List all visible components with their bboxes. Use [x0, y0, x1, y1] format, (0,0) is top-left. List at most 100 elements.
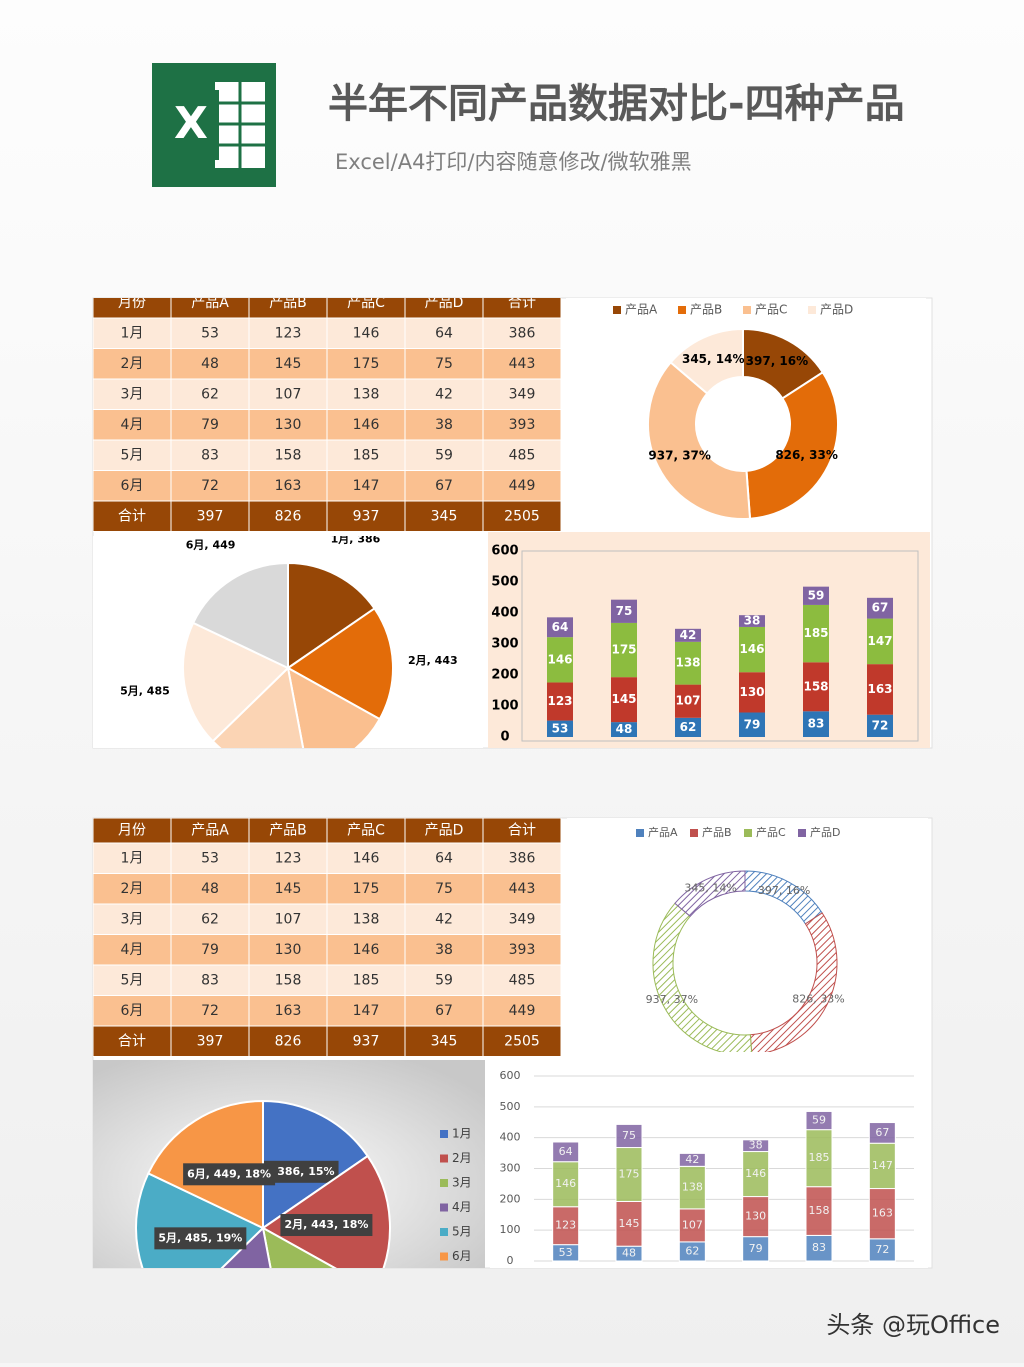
bar-segment [739, 712, 765, 737]
table-cell [93, 842, 172, 874]
bar-segment [805, 1186, 833, 1236]
legend-swatch [744, 829, 752, 837]
data-label: 158 [803, 679, 828, 693]
cell-text: 146 [353, 325, 380, 341]
cell-text: 79 [201, 417, 219, 433]
data-label: 75 [622, 1129, 636, 1142]
data-label: 146 [745, 1167, 766, 1180]
cell-text: 147 [353, 1003, 380, 1019]
table-cell [93, 317, 172, 349]
data-label: 2月, 443, 18% [284, 1218, 368, 1231]
cell-text: 62 [201, 386, 219, 402]
table-cell [93, 964, 172, 996]
data-label: 67 [872, 601, 889, 615]
slice [286, 666, 382, 748]
table-cell [482, 995, 562, 1027]
table-cell [248, 964, 328, 996]
data-label: 72 [872, 718, 889, 732]
table-cell [404, 964, 484, 996]
cell-text: 3月 [121, 386, 144, 402]
table-cell [93, 439, 172, 471]
cell-text: 107 [275, 386, 302, 402]
table-cell [326, 903, 406, 935]
table-cell [248, 348, 328, 380]
slice [182, 621, 290, 743]
bar-segment [803, 711, 829, 737]
bar-segment [678, 1152, 706, 1167]
slice [745, 370, 839, 520]
data-label: 79 [749, 1242, 763, 1255]
cell-text: 53 [201, 325, 219, 341]
data-label: 175 [619, 1168, 640, 1181]
data-label: 158 [809, 1204, 830, 1217]
total-text: 937 [353, 1033, 380, 1049]
y-tick-label: 200 [491, 668, 518, 683]
legend-swatch [690, 829, 698, 837]
data-label: 185 [803, 626, 828, 640]
bar-segment [742, 1139, 770, 1153]
cell-text: 386 [509, 850, 536, 866]
legend-swatch [440, 1203, 448, 1212]
total-text: 826 [275, 1033, 302, 1049]
total-text: 345 [431, 1033, 458, 1049]
table-cell [482, 842, 562, 874]
cell-text: 158 [275, 447, 302, 463]
bar-segment [739, 672, 765, 713]
data-label: 123 [547, 694, 572, 708]
total-text: 2505 [504, 508, 540, 524]
y-tick-label: 600 [500, 1069, 521, 1082]
total-cell [93, 500, 172, 532]
data-label: 147 [867, 634, 892, 648]
data-label: 59 [808, 588, 825, 602]
data-label: 48 [622, 1247, 636, 1260]
column-header: 产品A [191, 823, 229, 839]
bar-segment [611, 722, 637, 737]
bar-segment [868, 1188, 896, 1240]
legend-label: 产品B [702, 825, 732, 839]
page-title: 半年不同产品数据对比-四种产品 [328, 81, 905, 127]
cell-text: 6月 [121, 478, 144, 494]
data-label: 79 [744, 717, 761, 731]
table-cell [404, 378, 484, 410]
total-text: 345 [431, 508, 458, 524]
chart-box: 月份 产品A 产品B 产品C 产品D 合计 1月 53 123 146 64 386 2月 48 145 17… [93, 818, 562, 1057]
watermark: 头条 @玩Office [826, 1311, 1000, 1339]
cell-text: 393 [509, 942, 536, 958]
table-cell [93, 995, 172, 1027]
data-label: 138 [675, 656, 700, 670]
label-box [280, 1214, 373, 1237]
legend-label: 产品C [756, 825, 786, 839]
bar-segment [552, 1206, 580, 1246]
cell-text: 3月 [121, 911, 144, 927]
data-label: 138 [682, 1181, 703, 1194]
data-label: 6月, 449 [186, 538, 236, 551]
total-cell [404, 500, 484, 532]
cell-text: 67 [435, 478, 453, 494]
table-cell [170, 842, 250, 874]
data-label: 145 [611, 692, 636, 706]
bar-segment [805, 1110, 833, 1131]
logo-letter: X [174, 98, 208, 149]
cell-text: 349 [509, 386, 536, 402]
cell-text: 138 [353, 911, 380, 927]
header-cell [326, 818, 406, 844]
cell-text: 83 [201, 972, 219, 988]
legend-swatch [808, 306, 816, 314]
bar-segment [552, 1161, 580, 1208]
slice [261, 1226, 337, 1268]
cell-text: 185 [353, 447, 380, 463]
data-label: 64 [559, 1145, 573, 1158]
legend-label: 产品B [690, 303, 722, 317]
cell-text: 138 [353, 386, 380, 402]
total-cell [248, 500, 328, 532]
legend-label: 1月 [452, 1127, 472, 1141]
legend-label: 产品A [625, 303, 658, 317]
cell-text: 130 [275, 417, 302, 433]
y-tick-label: 0 [507, 1254, 514, 1267]
column-header: 产品D [425, 295, 464, 311]
table-cell [404, 842, 484, 874]
data-label: 345, 14% [682, 352, 745, 366]
data-label: 62 [680, 720, 697, 734]
cell-text: 2月 [121, 881, 144, 897]
total-text: 937 [353, 508, 380, 524]
